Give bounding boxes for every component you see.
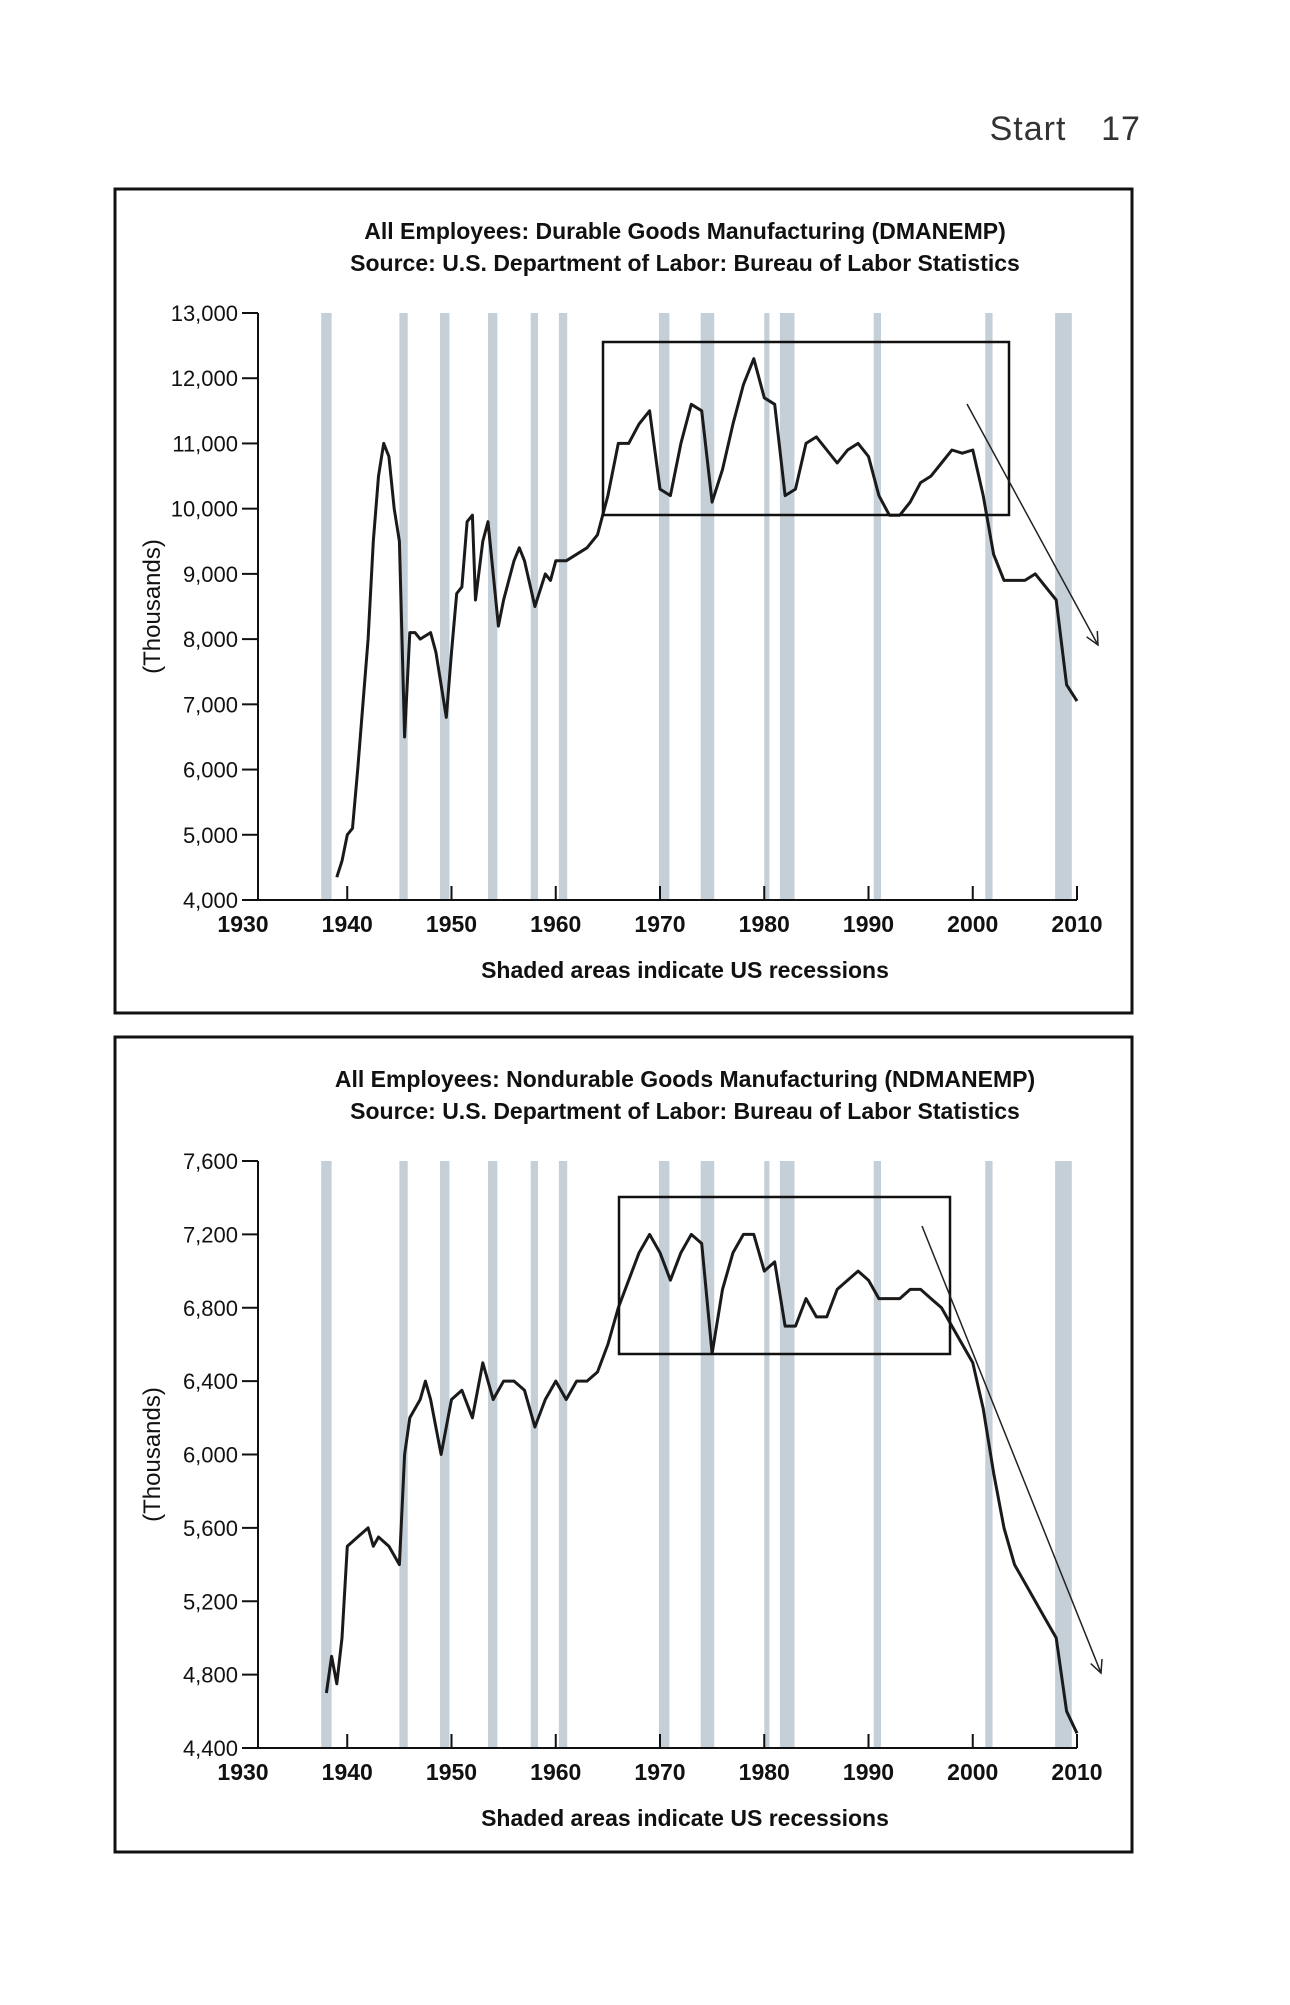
y-tick-label: 7,600 [183, 1149, 238, 1174]
x-axis-label: Shaded areas indicate US recessions [481, 957, 889, 983]
recession-band [321, 313, 332, 900]
x-tick-label: 1960 [530, 1759, 581, 1785]
x-tick-label: 1970 [634, 911, 685, 937]
recession-band [487, 1161, 498, 1748]
recession-band [873, 313, 882, 900]
chart: All Employees: Nondurable Goods Manufact… [139, 1066, 1103, 1831]
arrow-head [1086, 630, 1099, 647]
x-tick-label: 1930 [217, 1759, 268, 1785]
recession-band [873, 1161, 882, 1748]
x-tick-label: 1960 [530, 911, 581, 937]
x-axis-label: Shaded areas indicate US recessions [481, 1805, 889, 1831]
x-tick-label: 1980 [739, 911, 790, 937]
y-tick-label: 6,000 [183, 758, 238, 783]
y-tick-label: 4,000 [183, 888, 238, 913]
x-tick-label: 1940 [322, 1759, 373, 1785]
y-tick-label: 6,800 [183, 1296, 238, 1321]
recession-band [779, 1161, 795, 1748]
y-tick-label: 9,000 [183, 562, 238, 587]
recession-band [440, 1161, 450, 1748]
chart-subtitle: Source: U.S. Department of Labor: Bureau… [350, 250, 1020, 276]
recession-band [985, 313, 993, 900]
highlight-box [601, 340, 1011, 517]
trend-arrow [966, 403, 1099, 646]
recession-band [321, 1161, 332, 1748]
y-tick-label: 8,000 [183, 627, 238, 652]
x-tick-label: 2010 [1051, 1759, 1102, 1785]
recession-band [764, 1161, 770, 1748]
y-axis-label: (Thousands) [139, 539, 166, 674]
x-tick-label: 1940 [322, 911, 373, 937]
recession-band [658, 1161, 670, 1748]
y-tick-label: 5,000 [183, 823, 238, 848]
y-tick-label: 4,400 [183, 1736, 238, 1761]
page-number: 17 [1101, 110, 1141, 148]
recession-band [530, 1161, 539, 1748]
x-tick-label: 2010 [1051, 911, 1102, 937]
y-tick-label: 4,800 [183, 1663, 238, 1688]
recession-band [700, 1161, 715, 1748]
trend-arrow [921, 1225, 1102, 1674]
recession-band [487, 313, 498, 900]
y-tick-label: 10,000 [171, 497, 238, 522]
recession-band [985, 1161, 993, 1748]
panel-frame [113, 1035, 1134, 1854]
y-tick-label: 7,200 [183, 1222, 238, 1247]
recession-band [1055, 313, 1072, 900]
y-axis-label: (Thousands) [139, 1387, 166, 1522]
y-tick-label: 7,000 [183, 692, 238, 717]
y-tick-label: 5,200 [183, 1589, 238, 1614]
recession-band [779, 313, 795, 900]
y-tick-label: 13,000 [171, 301, 238, 326]
x-tick-label: 2000 [947, 1759, 998, 1785]
x-tick-label: 1950 [426, 1759, 477, 1785]
y-tick-label: 11,000 [172, 431, 238, 456]
chart-title: All Employees: Durable Goods Manufacturi… [364, 218, 1006, 244]
x-tick-label: 1980 [739, 1759, 790, 1785]
y-tick-label: 5,600 [183, 1516, 238, 1541]
recession-band [558, 1161, 568, 1748]
recession-band [558, 313, 568, 900]
y-tick-label: 6,400 [183, 1369, 238, 1394]
chart-title: All Employees: Nondurable Goods Manufact… [335, 1066, 1035, 1092]
highlight-box [617, 1195, 952, 1356]
x-tick-label: 1990 [843, 911, 894, 937]
x-tick-label: 1950 [426, 911, 477, 937]
x-tick-label: 1930 [217, 911, 268, 937]
y-tick-label: 12,000 [171, 366, 238, 391]
arrow-head [1090, 1658, 1103, 1675]
section-label: Start [990, 110, 1067, 148]
recession-band [764, 313, 770, 900]
data-line [324, 1232, 1079, 1734]
recession-band [1055, 1161, 1072, 1748]
x-tick-label: 1990 [843, 1759, 894, 1785]
recession-band [399, 313, 408, 900]
chart-subtitle: Source: U.S. Department of Labor: Bureau… [350, 1098, 1020, 1124]
x-tick-label: 1970 [634, 1759, 685, 1785]
data-line [335, 357, 1079, 878]
chart: All Employees: Durable Goods Manufacturi… [139, 218, 1103, 983]
recession-band [658, 313, 670, 900]
x-tick-label: 2000 [947, 911, 998, 937]
recession-band [440, 313, 450, 900]
panel-frame [113, 187, 1134, 1015]
recession-band [700, 313, 715, 900]
y-tick-label: 6,000 [183, 1443, 238, 1468]
